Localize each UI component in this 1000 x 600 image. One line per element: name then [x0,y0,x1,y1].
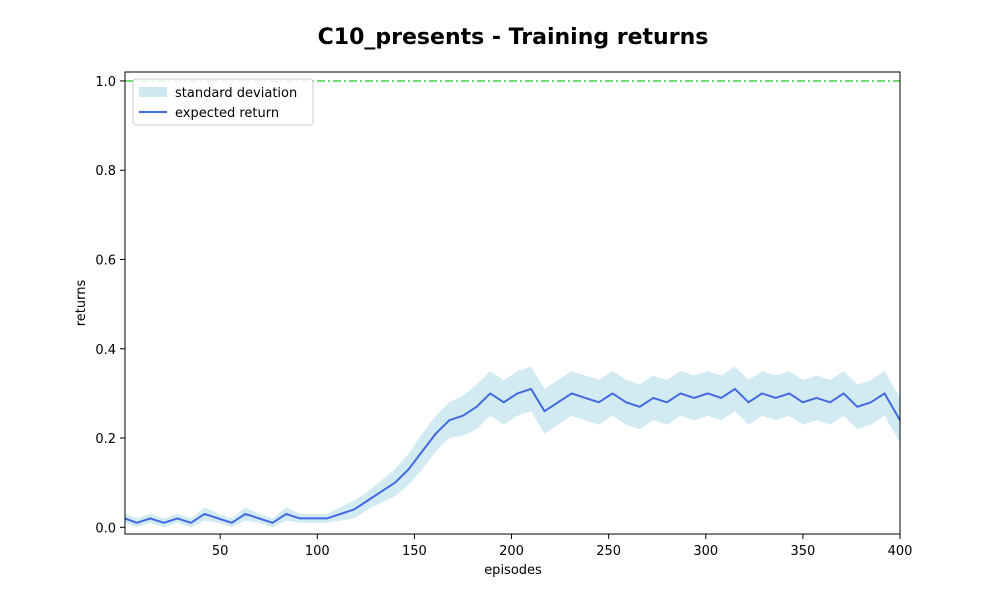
x-tick-label: 300 [693,544,718,559]
x-tick-label: 100 [305,544,330,559]
y-tick-label: 0.8 [95,164,116,179]
x-tick-label: 50 [212,544,229,559]
expected-return-line [124,387,901,524]
chart-title: C10_presents - Training returns [318,25,709,50]
x-axis-label: episodes [484,563,542,578]
y-tick-label: 0.4 [95,343,116,358]
x-tick-label: 200 [499,544,524,559]
x-tick-label: 150 [402,544,427,559]
x-tick-label: 250 [596,544,621,559]
legend-label: standard deviation [175,86,297,101]
std-band [125,366,900,528]
y-axis: 0.0 0.2 0.4 0.6 0.8 1.0 [95,75,125,536]
y-tick-label: 1.0 [95,75,116,90]
x-axis: 50 100 150 200 250 300 350 400 [212,534,913,559]
y-tick-label: 0.0 [95,521,116,536]
y-tick-label: 0.6 [95,253,116,268]
x-tick-label: 350 [790,544,815,559]
plot-frame [124,71,901,535]
y-axis-label: returns [74,280,89,327]
legend: standard deviation expected return [132,78,314,126]
plot-area [124,80,901,528]
legend-box [132,78,314,126]
y-tick-label: 0.2 [95,432,116,447]
legend-swatch-std [139,87,167,97]
x-tick-label: 400 [888,544,913,559]
legend-label: expected return [175,106,279,121]
